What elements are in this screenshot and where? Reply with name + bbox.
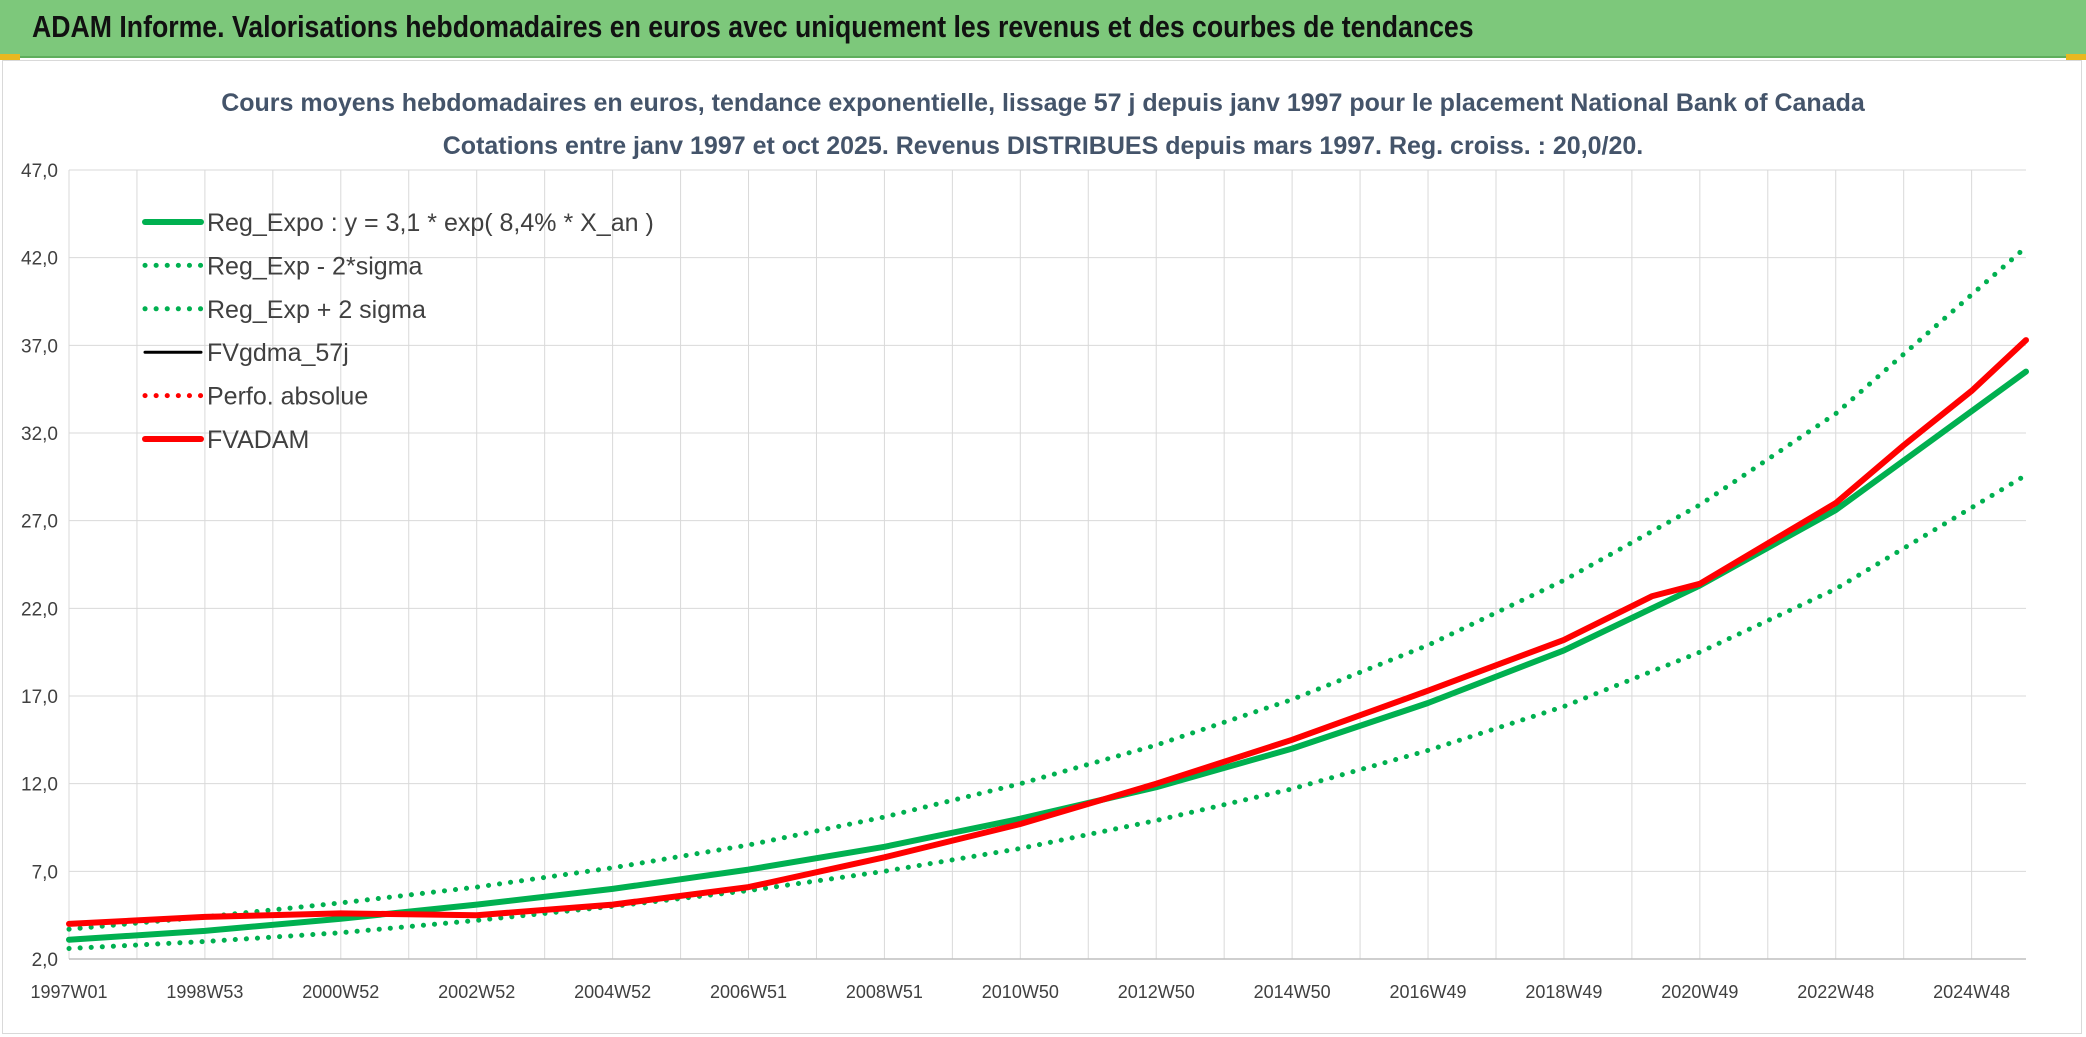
x-tick-label: 2000W52: [302, 982, 379, 1002]
y-tick-label: 17,0: [21, 687, 58, 708]
legend: Reg_Expo : y = 3,1 * exp( 8,4% * X_an ) R…: [142, 209, 654, 454]
corner-marker-right: [2066, 54, 2086, 60]
x-tick-label: 2012W50: [1118, 982, 1195, 1002]
y-tick-label: 2,0: [32, 950, 58, 971]
x-tick-label: 2004W52: [574, 982, 651, 1002]
legend-label: Reg_Expo : y = 3,1 * exp( 8,4% * X_an ): [207, 209, 654, 237]
plot-area: [66, 244, 2029, 951]
x-tick-label: 2018W49: [1525, 982, 1602, 1002]
corner-marker-left: [0, 54, 20, 60]
x-tick-label: 2022W48: [1797, 982, 1874, 1002]
report-banner: ADAM Informe. Valorisations hebdomadaire…: [0, 0, 2086, 58]
y-tick-label: 22,0: [21, 599, 58, 620]
series-line-perfo-absolue: [66, 337, 2029, 927]
series-line-reg-exp-2-sigma: [66, 472, 2029, 951]
y-tick-label: 12,0: [21, 775, 58, 796]
legend-label: Reg_Exp + 2 sigma: [207, 296, 426, 324]
x-tick-label: 2002W52: [438, 982, 515, 1002]
x-tick-label: 2020W49: [1661, 982, 1738, 1002]
x-tick-label: 2010W50: [982, 982, 1059, 1002]
y-tick-label: 27,0: [21, 512, 58, 533]
y-tick-label: 47,0: [21, 161, 58, 182]
legend-label: Reg_Exp - 2*sigma: [207, 252, 422, 280]
y-tick-label: 42,0: [21, 249, 58, 270]
chart-title: Cours moyens hebdomadaires en euros, ten…: [221, 89, 1866, 117]
x-axis: 1997W01 1998W53 2000W52 2002W52 2004W52 2006W…: [30, 958, 2026, 1002]
legend-label: FVgdma_57j: [207, 339, 349, 367]
x-tick-label: 1997W01: [30, 982, 107, 1002]
y-tick-label: 32,0: [21, 424, 58, 445]
report-title: ADAM Informe. Valorisations hebdomadaire…: [32, 9, 1474, 44]
legend-label: Perfo. absolue: [207, 383, 368, 411]
x-tick-label: 1998W53: [166, 982, 243, 1002]
series-line-fvgdma-57j: [67, 338, 2028, 926]
x-tick-label: 2014W50: [1254, 982, 1331, 1002]
x-tick-label: 2008W51: [846, 982, 923, 1002]
x-tick-label: 2016W49: [1389, 982, 1466, 1002]
y-tick-label: 37,0: [21, 336, 58, 357]
y-axis: 47,0 42,0 37,0 32,0 27,0 22,0 17,0 12,0 7,0 2,0: [21, 161, 58, 971]
series-line-reg-exp-2-sigma: [66, 244, 2029, 932]
series-line-reg-expo-y-3-1-exp-8-4-x: [66, 368, 2029, 943]
chart-frame: [2, 60, 2082, 1034]
y-tick-label: 7,0: [32, 862, 58, 883]
x-tick-label: 2024W48: [1933, 982, 2010, 1002]
legend-label: FVADAM: [207, 426, 309, 454]
series-line-fvadam: [66, 337, 2029, 927]
chart-subtitle: Cotations entre janv 1997 et oct 2025. R…: [443, 132, 1644, 160]
x-tick-label: 2006W51: [710, 982, 787, 1002]
